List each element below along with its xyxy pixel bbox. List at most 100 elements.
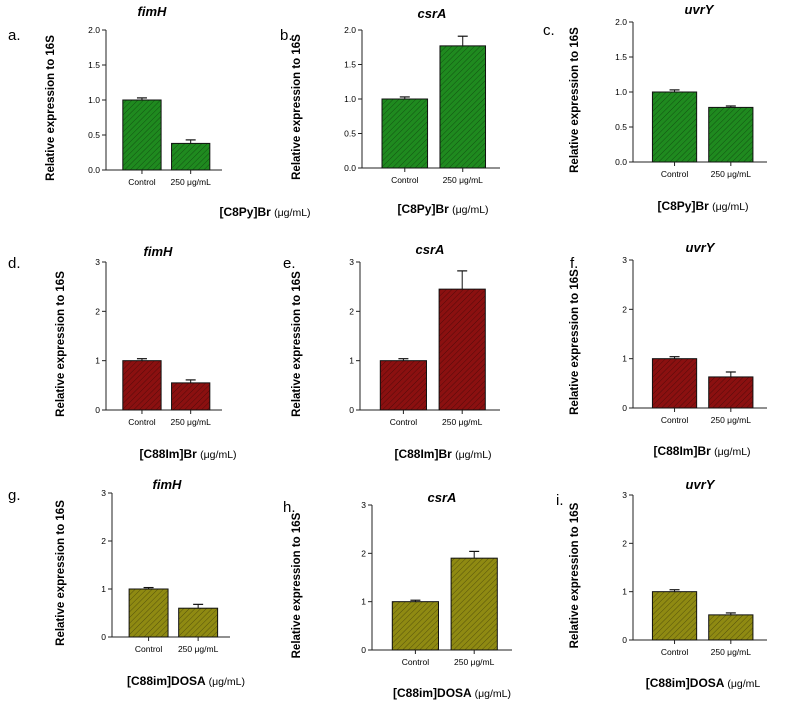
compound-name: [C88im]DOSA (393, 686, 475, 700)
bar-control (651, 358, 698, 409)
bar-treated (178, 607, 219, 638)
x-category-label: 250 μg/mL (711, 415, 752, 425)
chart-title: fimH (138, 4, 168, 19)
x-category-label: Control (128, 177, 156, 187)
chart-panel-e: e. csrA Relative expression to 16S 0 1 2 3 Cont… (283, 242, 500, 461)
bar-treated (438, 288, 486, 411)
x-category-label: Control (390, 417, 418, 427)
y-tick-label: 2 (95, 306, 100, 316)
x-category-label: 250 μg/mL (711, 647, 752, 657)
y-axis-label: Relative expression to 16S (291, 271, 303, 417)
panel-letter: e. (283, 255, 296, 272)
y-tick-label: 1.5 (615, 52, 627, 62)
bar-control (128, 588, 169, 638)
x-axis-label: [C88im]DOSA (μg/mL) (393, 686, 511, 700)
compound-unit: (μg/mL) (209, 676, 245, 688)
chart-title: uvrY (686, 240, 716, 255)
y-tick-label: 3 (622, 255, 627, 265)
y-axis-label: Relative expression to 16S (569, 269, 581, 415)
x-category-label: 250 μg/mL (443, 175, 484, 185)
y-tick-label: 1.5 (88, 60, 100, 70)
y-tick-label: 0 (622, 403, 627, 413)
panel-letter: i. (556, 492, 564, 509)
y-tick-label: 2 (622, 304, 627, 314)
y-tick-label: 1 (101, 584, 106, 594)
compound-name: [C88Im]Br (139, 447, 200, 461)
compound-name: [C8Py]Br (397, 202, 452, 216)
y-tick-label: 3 (101, 488, 106, 498)
y-tick-label: 1 (622, 354, 627, 364)
bar-control (651, 591, 698, 641)
y-tick-label: 2 (101, 536, 106, 546)
y-tick-label: 1 (95, 356, 100, 366)
compound-name: [C88im]DOSA (646, 676, 728, 690)
x-category-label: Control (661, 647, 689, 657)
y-tick-label: 0 (101, 632, 106, 642)
x-category-label: Control (128, 417, 156, 427)
panel-letter: b. (280, 27, 293, 44)
y-tick-label: 1.0 (615, 87, 627, 97)
y-tick-label: 0.5 (88, 130, 100, 140)
bar-control (122, 360, 162, 411)
y-tick-label: 0 (95, 405, 100, 415)
y-tick-label: 0 (361, 645, 366, 655)
x-category-label: 250 μg/mL (442, 417, 483, 427)
x-axis-label: [C88im]DOSA (μg/mL (646, 676, 761, 690)
x-axis-label: [C8Py]Br (μg/mL) (397, 202, 488, 216)
x-axis-label: [C8Py]Br (μg/mL) (657, 199, 748, 213)
x-category-label: 250 μg/mL (454, 657, 495, 667)
y-tick-label: 3 (349, 257, 354, 267)
bar-control (391, 601, 439, 651)
chart-panel-f: f. uvrY Relative expression to 16S 0 1 2 3 Cont… (569, 240, 767, 458)
bar-control (381, 98, 429, 169)
bar-treated (708, 106, 754, 163)
compound-unit: (μg/mL) (452, 204, 488, 216)
chart-panel-h: h. csrA Relative expression to 16S 0 1 2 3 Cont… (283, 490, 512, 700)
x-category-label: 250 μg/mL (711, 169, 752, 179)
chart-title: csrA (416, 242, 445, 257)
bar-treated (171, 382, 211, 411)
bar-control (651, 91, 698, 163)
chart-title: fimH (153, 477, 183, 492)
x-category-label: 250 μg/mL (171, 177, 212, 187)
compound-unit: (μg/mL) (714, 446, 750, 458)
x-axis-label: [C88im]DOSA (μg/mL) (127, 674, 245, 688)
compound-unit: (μg/mL) (200, 449, 236, 461)
y-axis-label: Relative expression to 16S (55, 500, 67, 646)
chart-panel-g: g. fimH Relative expression to 16S 0 1 2 3 Cont… (8, 477, 245, 688)
y-axis-label: Relative expression to 16S (291, 512, 303, 658)
chart-title: csrA (428, 490, 457, 505)
x-axis-label: [C88Im]Br (μg/mL) (653, 444, 750, 458)
x-axis-label: [C88Im]Br (μg/mL) (139, 447, 236, 461)
chart-title: fimH (144, 244, 174, 259)
compound-unit: (μg/mL) (475, 688, 511, 700)
compound-name: [C8Py]Br (219, 205, 274, 219)
bar-treated (450, 557, 498, 651)
chart-panel-b: b. csrA Relative expression to 16S 0.0 0.5 1.… (280, 6, 500, 216)
panel-letter: c. (543, 22, 555, 39)
chart-title: uvrY (685, 2, 715, 17)
x-category-label: Control (135, 644, 163, 654)
y-tick-label: 0.5 (344, 129, 356, 139)
compound-name: [C88im]DOSA (127, 674, 209, 688)
bar-treated (708, 614, 754, 641)
y-tick-label: 2.0 (344, 25, 356, 35)
bar-control (122, 99, 162, 171)
chart-title: uvrY (686, 477, 716, 492)
x-category-label: 250 μg/mL (178, 644, 219, 654)
y-tick-label: 1.0 (344, 94, 356, 104)
compound-unit: (μg/mL) (455, 449, 491, 461)
y-tick-label: 1 (349, 356, 354, 366)
y-tick-label: 3 (361, 500, 366, 510)
y-axis-label: Relative expression to 16S (55, 271, 67, 417)
y-tick-label: 1 (361, 597, 366, 607)
y-tick-label: 0.0 (344, 163, 356, 173)
x-category-label: Control (661, 415, 689, 425)
x-axis-label: [C8Py]Br (μg/mL) (219, 205, 310, 219)
x-category-label: Control (402, 657, 430, 667)
chart-panel-i: i. uvrY Relative expression to 16S 0 1 2 3 Cont… (556, 477, 767, 690)
chart-panel-d: d. fimH Relative expression to 16S 0 1 2 3 Cont… (8, 244, 237, 461)
compound-unit: (μg/mL) (712, 201, 748, 213)
x-category-label: 250 μg/mL (171, 417, 212, 427)
